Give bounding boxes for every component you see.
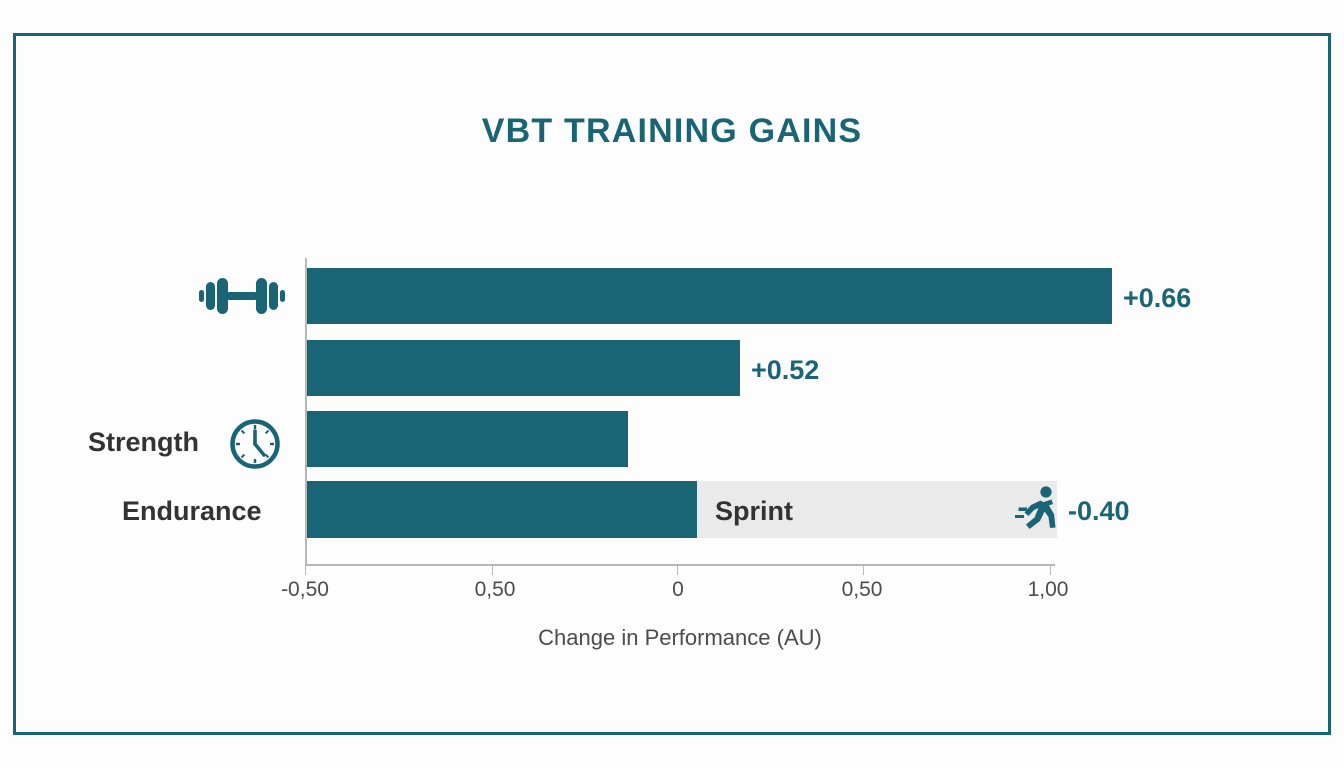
running-icon bbox=[1013, 484, 1061, 534]
sprint-overlay-panel[interactable] bbox=[697, 481, 1057, 538]
x-tick-label-4: 1,00 bbox=[1027, 578, 1069, 601]
sprint-value-label: -0.40 bbox=[1068, 496, 1130, 526]
chart-title: VBT TRAINING GAINS bbox=[481, 112, 863, 150]
bar-value-label-2: +0.52 bbox=[751, 355, 820, 385]
bar-row-3[interactable] bbox=[306, 411, 628, 467]
x-tick-label-1: 0,50 bbox=[474, 578, 516, 601]
x-tick-label-2: 0 bbox=[672, 578, 684, 601]
x-tick-mark-4 bbox=[1050, 564, 1051, 575]
x-tick-mark-1 bbox=[492, 564, 493, 575]
clock-icon bbox=[228, 417, 282, 471]
y-axis-line bbox=[305, 258, 307, 565]
x-tick-mark-2 bbox=[677, 564, 678, 575]
bar-row-2[interactable] bbox=[306, 340, 740, 396]
x-axis-title: Change in Performance (AU) bbox=[538, 625, 822, 650]
category-label-strength: Strength bbox=[88, 427, 199, 457]
x-tick-mark-0 bbox=[305, 564, 306, 575]
sprint-label: Sprint bbox=[715, 496, 793, 526]
slide-border bbox=[13, 33, 1331, 735]
x-axis-line bbox=[305, 564, 1055, 566]
dumbbell-icon bbox=[199, 277, 285, 315]
x-tick-mark-3 bbox=[863, 564, 864, 575]
category-label-endurance: Endurance bbox=[122, 496, 262, 526]
x-tick-label-0: -0,50 bbox=[281, 578, 329, 601]
bar-row-1[interactable] bbox=[306, 268, 1112, 324]
x-tick-label-3: 0,50 bbox=[841, 578, 883, 601]
bar-row-4[interactable] bbox=[306, 481, 697, 538]
bar-value-label-1: +0.66 bbox=[1123, 283, 1192, 313]
